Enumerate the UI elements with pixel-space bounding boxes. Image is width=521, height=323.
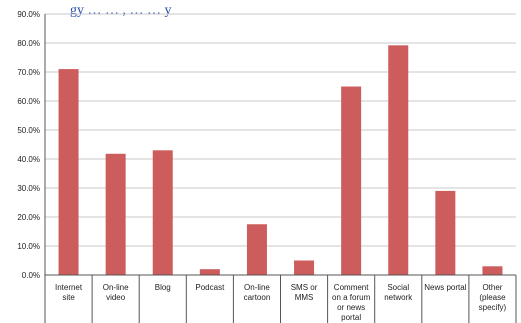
bar bbox=[246, 224, 267, 275]
y-tick-label: 90.0% bbox=[17, 10, 40, 19]
y-tick-label: 50.0% bbox=[17, 126, 40, 135]
bar bbox=[152, 150, 173, 275]
y-tick-label: 10.0% bbox=[17, 242, 40, 251]
bar bbox=[388, 45, 409, 275]
y-tick-label: 20.0% bbox=[17, 213, 40, 222]
bar bbox=[294, 260, 315, 275]
chart-title-fragment: gy … … , … … y bbox=[70, 3, 172, 18]
x-category-label: News portal bbox=[424, 283, 466, 292]
x-axis-categories: Internet site On-line video Blog Podcast On-li… bbox=[55, 283, 507, 322]
y-tick-label: 40.0% bbox=[17, 155, 40, 164]
axes bbox=[44, 14, 517, 323]
x-category-label: On-line video bbox=[103, 283, 129, 302]
x-category-label: Internet site bbox=[55, 283, 83, 302]
y-tick-label: 0.0% bbox=[22, 271, 40, 280]
y-tick-label: 30.0% bbox=[17, 184, 40, 193]
y-tick-label: 70.0% bbox=[17, 68, 40, 77]
bar bbox=[482, 266, 503, 275]
bars bbox=[58, 45, 503, 275]
y-tick-label: 60.0% bbox=[17, 97, 40, 106]
x-category-label: Comment on a forum or news portal bbox=[332, 283, 371, 322]
x-category-label: On-line cartoon bbox=[244, 283, 271, 302]
bar bbox=[435, 190, 456, 275]
x-category-label: SMS or MMS bbox=[291, 283, 318, 302]
x-category-label: Social network bbox=[384, 283, 413, 302]
y-axis-ticks: 0.0% 10.0% 20.0% 30.0% 40.0% 50.0% 60.0% 70.0% 8… bbox=[17, 10, 40, 280]
x-category-label: Podcast bbox=[195, 283, 225, 292]
bar bbox=[105, 153, 126, 275]
x-category-label: Other (please specify) bbox=[479, 283, 507, 312]
bar bbox=[341, 86, 362, 275]
y-tick-label: 80.0% bbox=[17, 39, 40, 48]
bar bbox=[58, 69, 79, 275]
x-category-label: Blog bbox=[155, 283, 171, 292]
bar bbox=[199, 269, 220, 275]
